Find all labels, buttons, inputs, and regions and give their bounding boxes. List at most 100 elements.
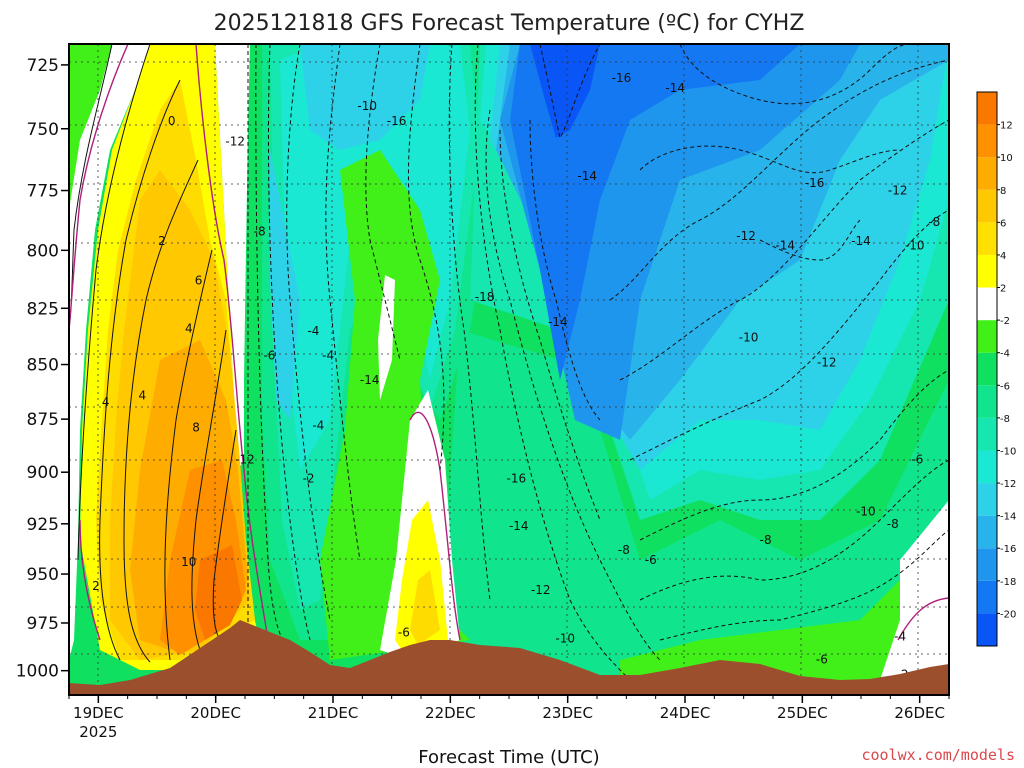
colorbar-swatch xyxy=(977,189,997,223)
fill-green-left xyxy=(69,44,112,210)
contour-label: -6 xyxy=(263,349,275,363)
colorbar-swatch xyxy=(977,254,997,288)
contour-label: -14 xyxy=(360,373,380,387)
contour-label: 4 xyxy=(139,388,147,402)
x-axis-label: Forecast Time (UTC) xyxy=(418,747,599,768)
contour-label: 4 xyxy=(185,322,193,336)
contour-label: 6 xyxy=(195,274,203,288)
contour-label: -14 xyxy=(775,239,795,253)
contour-label: -8 xyxy=(254,224,266,238)
x-tick-label: 20DEC xyxy=(190,704,241,722)
colorbar-swatch xyxy=(977,352,997,386)
contour-label: -6 xyxy=(398,626,410,640)
contour-label: 4 xyxy=(102,395,110,409)
colorbar-swatch xyxy=(977,483,997,516)
x-tick-label: 26DEC xyxy=(894,704,945,722)
y-tick-label: 850 xyxy=(27,356,59,376)
fill-white-bottom-right xyxy=(880,500,949,680)
contour-labels: 0264448102-12-8-6-4-4-4-12-2-4-10-16-18-… xyxy=(92,71,940,682)
y-tick-label: 925 xyxy=(27,515,59,535)
colorbar-label: -6 xyxy=(1000,381,1010,392)
colorbar-label: -16 xyxy=(1000,544,1016,555)
y-axis: 725 750 775 800 825 850 875 900 925 950 975 1000 xyxy=(16,56,69,682)
contour-label: -12 xyxy=(225,134,245,148)
contour-label: 10 xyxy=(181,555,196,569)
chart-title: 2025121818 GFS Forecast Temperature (ºC)… xyxy=(214,11,805,36)
y-tick-label: 950 xyxy=(27,565,59,585)
colorbar-label: 2 xyxy=(1000,284,1006,295)
contour-label: -4 xyxy=(307,324,319,338)
grid-lines xyxy=(69,44,949,695)
fill-blue xyxy=(510,44,800,380)
contour-label: -4 xyxy=(312,419,324,433)
contour-label: -12 xyxy=(531,583,551,597)
y-tick-label: 800 xyxy=(27,241,59,261)
contour-label: -14 xyxy=(509,519,529,533)
colorbar-label: -4 xyxy=(1000,349,1010,360)
x-tick-label: 22DEC xyxy=(425,704,476,722)
colorbar-swatch xyxy=(977,124,997,158)
contour-label: -12 xyxy=(235,453,255,467)
contour-label: -14 xyxy=(851,234,871,248)
contour-label: -4 xyxy=(322,349,334,363)
fill-white-wedge xyxy=(378,275,395,400)
fill-white-center xyxy=(215,44,250,470)
colorbar-label: -12 xyxy=(1000,479,1016,490)
contour-label: -14 xyxy=(665,81,685,95)
colorbar-label: 12 xyxy=(1000,121,1013,132)
plot-area: 0264448102-12-8-6-4-4-4-12-2-4-10-16-18-… xyxy=(69,44,949,695)
contour-label: -12 xyxy=(817,355,837,369)
fill-cyan-a xyxy=(270,150,300,420)
contour-label: -10 xyxy=(856,505,876,519)
colorbar-swatch xyxy=(977,548,997,581)
colorbar-label: -2 xyxy=(1000,316,1010,327)
fill-teal-b xyxy=(280,44,470,470)
x-tick-label: 21DEC xyxy=(308,704,359,722)
colorbar-label: -18 xyxy=(1000,577,1016,588)
fill-gold-pocket xyxy=(410,570,440,645)
contour-label: -16 xyxy=(805,176,825,190)
colorbar-label: -10 xyxy=(1000,446,1016,457)
credit-text[interactable]: coolwx.com/models xyxy=(861,746,1015,764)
colorbar-frame xyxy=(976,91,998,647)
contour-label: -16 xyxy=(507,471,527,485)
colorbar-swatch xyxy=(977,580,997,614)
colorbar-swatch xyxy=(977,287,997,321)
x-tick-label: 25DEC xyxy=(777,704,828,722)
y-tick-label: 725 xyxy=(27,56,59,76)
y-tick-label: 875 xyxy=(27,410,59,430)
colorbar: -20 -18 -16 -14 -12 -10 -8 -6 -4 -2 2 4 6 8 10 12 xyxy=(976,91,1016,647)
colorbar-swatch xyxy=(977,450,997,484)
contour-label: -10 xyxy=(357,99,377,113)
contour-label: -6 xyxy=(816,652,828,666)
x-tick-label: 19DEC xyxy=(73,704,124,722)
contour-label: 0 xyxy=(168,114,176,128)
fill-white-left xyxy=(69,44,150,660)
contour-label: -14 xyxy=(548,315,568,329)
y-tick-label: 900 xyxy=(27,463,59,483)
y-tick-label: 1000 xyxy=(16,662,59,682)
colorbar-label: -8 xyxy=(1000,414,1010,425)
colorbar-swatch xyxy=(977,222,997,255)
field-fills xyxy=(69,44,949,695)
fill-light-green-bottom xyxy=(620,510,949,695)
colorbar-swatch xyxy=(977,385,997,418)
contour-label: 8 xyxy=(192,421,200,435)
colorbar-label: 8 xyxy=(1000,186,1006,197)
fill-green-wedge xyxy=(320,150,470,660)
colorbar-label: -14 xyxy=(1000,512,1016,523)
y-tick-label: 825 xyxy=(27,299,59,319)
contour-label: -10 xyxy=(739,331,759,345)
y-tick-label: 775 xyxy=(27,182,59,202)
contour-label: -10 xyxy=(555,631,575,645)
x-tick-label: 24DEC xyxy=(660,704,711,722)
contour-label: -6 xyxy=(911,453,923,467)
contour-label: 2 xyxy=(92,579,100,593)
contour-label: -14 xyxy=(577,169,597,183)
contour-label: 2 xyxy=(158,234,166,248)
contour-label: -12 xyxy=(888,184,908,198)
colorbar-label: 6 xyxy=(1000,218,1006,229)
colorbar-swatch xyxy=(977,515,997,549)
